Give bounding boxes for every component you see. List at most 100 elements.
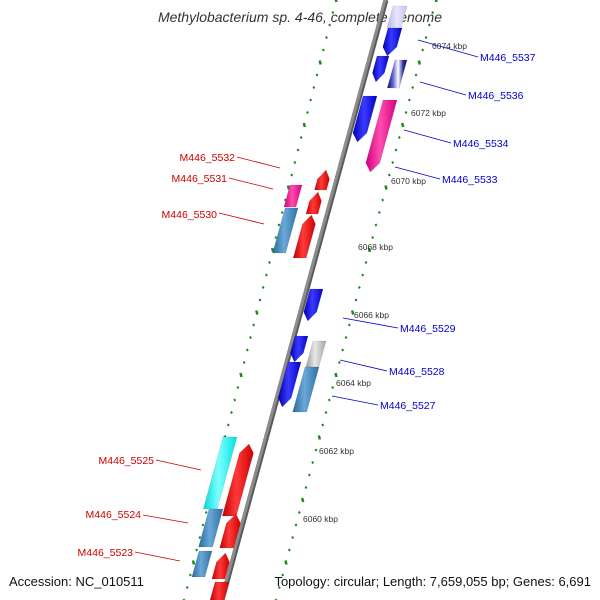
gene-arrow-bottom[interactable] — [209, 581, 230, 600]
inner-ruler-tick — [258, 298, 262, 302]
gene-label-forward[interactable]: M446_5533 — [442, 174, 498, 186]
gene-arrow-m446-5533[interactable] — [365, 99, 398, 173]
gene-arrow-m446-5536[interactable] — [386, 59, 408, 89]
gene-label-forward[interactable]: M446_5537 — [480, 52, 536, 64]
gene-arrow-m446-5524[interactable] — [198, 508, 224, 548]
gene-label-reverse[interactable]: M446_5532 — [180, 152, 236, 164]
inner-ruler-tick — [334, 0, 338, 3]
gene-arrow-m446-5531b[interactable] — [305, 191, 322, 215]
outer-ruler-tick — [400, 122, 405, 128]
outer-ruler-tick — [291, 536, 295, 539]
outer-ruler-tick — [411, 86, 415, 89]
genome-backbone — [219, 0, 387, 600]
gene-arrow-m446-5534[interactable] — [352, 95, 378, 143]
gene-label-forward[interactable]: M446_5528 — [389, 366, 445, 378]
inner-ruler-tick — [290, 173, 294, 177]
gene-label-reverse[interactable]: M446_5524 — [86, 509, 142, 521]
gene-label-forward[interactable]: M446_5536 — [468, 90, 524, 102]
kbp-tick-label: 6060 kbp — [303, 514, 338, 524]
outer-ruler-tick — [281, 573, 285, 577]
outer-ruler-tick — [397, 136, 401, 139]
inner-ruler-tick — [185, 586, 189, 589]
gene-arrow-m446-5530b[interactable] — [292, 214, 316, 259]
inner-ruler-tick — [321, 48, 325, 52]
outer-ruler-tick — [297, 511, 301, 514]
kbp-tick-label: 6066 kbp — [354, 310, 389, 320]
inner-ruler-tick — [312, 86, 316, 89]
gene-label-forward[interactable]: M446_5527 — [380, 400, 436, 412]
gene-label-leader — [339, 359, 388, 372]
inner-ruler-tick — [249, 336, 252, 339]
gene-arrow-m446-5531[interactable] — [283, 184, 303, 208]
gene-label-reverse[interactable]: M446_5525 — [99, 455, 155, 467]
outer-ruler-tick — [381, 198, 385, 202]
outer-ruler-tick — [377, 211, 381, 214]
outer-ruler-tick — [387, 173, 391, 177]
outer-ruler-tick — [407, 98, 411, 102]
outer-ruler-tick — [394, 148, 398, 152]
outer-ruler-tick — [404, 111, 408, 114]
outer-ruler-tick — [414, 73, 418, 77]
outer-ruler-tick — [331, 386, 335, 389]
outer-ruler-tick — [300, 497, 305, 503]
outer-ruler-tick — [391, 161, 395, 164]
map-title: Methylobacterium sp. 4-46, complete geno… — [157, 9, 443, 25]
gene-label-reverse[interactable]: M446_5523 — [78, 547, 134, 559]
gene-label-leader — [403, 129, 452, 144]
gene-arrow-m446-5524b[interactable] — [219, 513, 241, 549]
gene-arrow-m446-5523[interactable] — [191, 550, 213, 578]
inner-ruler-tick — [325, 36, 328, 39]
gene-label-leader — [342, 317, 399, 329]
inner-ruler-tick — [242, 361, 246, 364]
kbp-tick-label: 6068 kbp — [358, 242, 393, 252]
inner-ruler-tick — [270, 247, 275, 253]
inner-ruler-tick — [277, 223, 281, 227]
inner-ruler-tick — [274, 236, 278, 239]
outer-ruler-tick — [357, 286, 361, 289]
outer-ruler-tick — [274, 598, 278, 600]
inner-ruler-tick — [299, 136, 303, 139]
inner-ruler-tick — [252, 323, 256, 327]
gene-arrow-m446-5528a[interactable] — [290, 335, 309, 363]
gene-label-leader — [394, 166, 441, 180]
inner-ruler-tick — [201, 523, 205, 527]
inner-ruler-tick — [195, 548, 199, 552]
inner-ruler-tick — [188, 573, 192, 577]
inner-ruler-tick — [204, 511, 208, 514]
gene-label-reverse[interactable]: M446_5531 — [172, 173, 228, 185]
gene-arrow-m446-5530[interactable] — [272, 207, 299, 254]
outer-ruler-tick — [361, 273, 365, 277]
gene-label-leader — [228, 177, 274, 190]
outer-ruler-tick — [304, 486, 308, 489]
gene-arrow-m446-5528[interactable] — [305, 340, 327, 368]
inner-ruler-tick — [315, 73, 319, 77]
inner-ruler-tick — [296, 148, 300, 152]
inner-ruler-tick — [328, 23, 332, 27]
accession-text: Accession: NC_010511 — [9, 574, 144, 589]
gene-arrow-m446-5537[interactable] — [382, 27, 403, 57]
inner-ruler-tick — [264, 273, 268, 277]
outer-ruler-tick — [311, 461, 315, 464]
inner-ruler-tick — [306, 111, 309, 114]
gene-arrow-m446-5532[interactable] — [314, 169, 330, 191]
inner-ruler-tick — [233, 398, 237, 402]
inner-ruler-tick — [302, 122, 307, 128]
gene-label-reverse[interactable]: M446_5530 — [162, 209, 218, 221]
gene-arrow-m446-5525b[interactable] — [221, 443, 254, 517]
gene-arrow-m446-5529[interactable] — [303, 288, 324, 322]
gene-arrow-top[interactable] — [386, 5, 408, 29]
outer-ruler-tick — [417, 60, 422, 65]
inner-ruler-tick — [191, 560, 196, 565]
gene-label-forward[interactable]: M446_5534 — [453, 138, 509, 150]
inner-ruler-tick — [255, 310, 259, 315]
outer-ruler-tick — [374, 223, 378, 227]
gene-arrow-m446-5536a[interactable] — [372, 55, 390, 83]
gene-label-forward[interactable]: M446_5529 — [400, 323, 456, 335]
gene-arrow-m446-5527[interactable] — [292, 366, 320, 413]
gene-arrow-m446-5523b[interactable] — [211, 552, 230, 580]
gene-arrow-m446-5527a[interactable] — [277, 361, 302, 408]
inner-ruler-tick — [286, 185, 291, 190]
kbp-tick-label: 6070 kbp — [391, 176, 426, 186]
gene-label-leader — [155, 459, 202, 471]
outer-ruler-tick — [287, 548, 291, 552]
